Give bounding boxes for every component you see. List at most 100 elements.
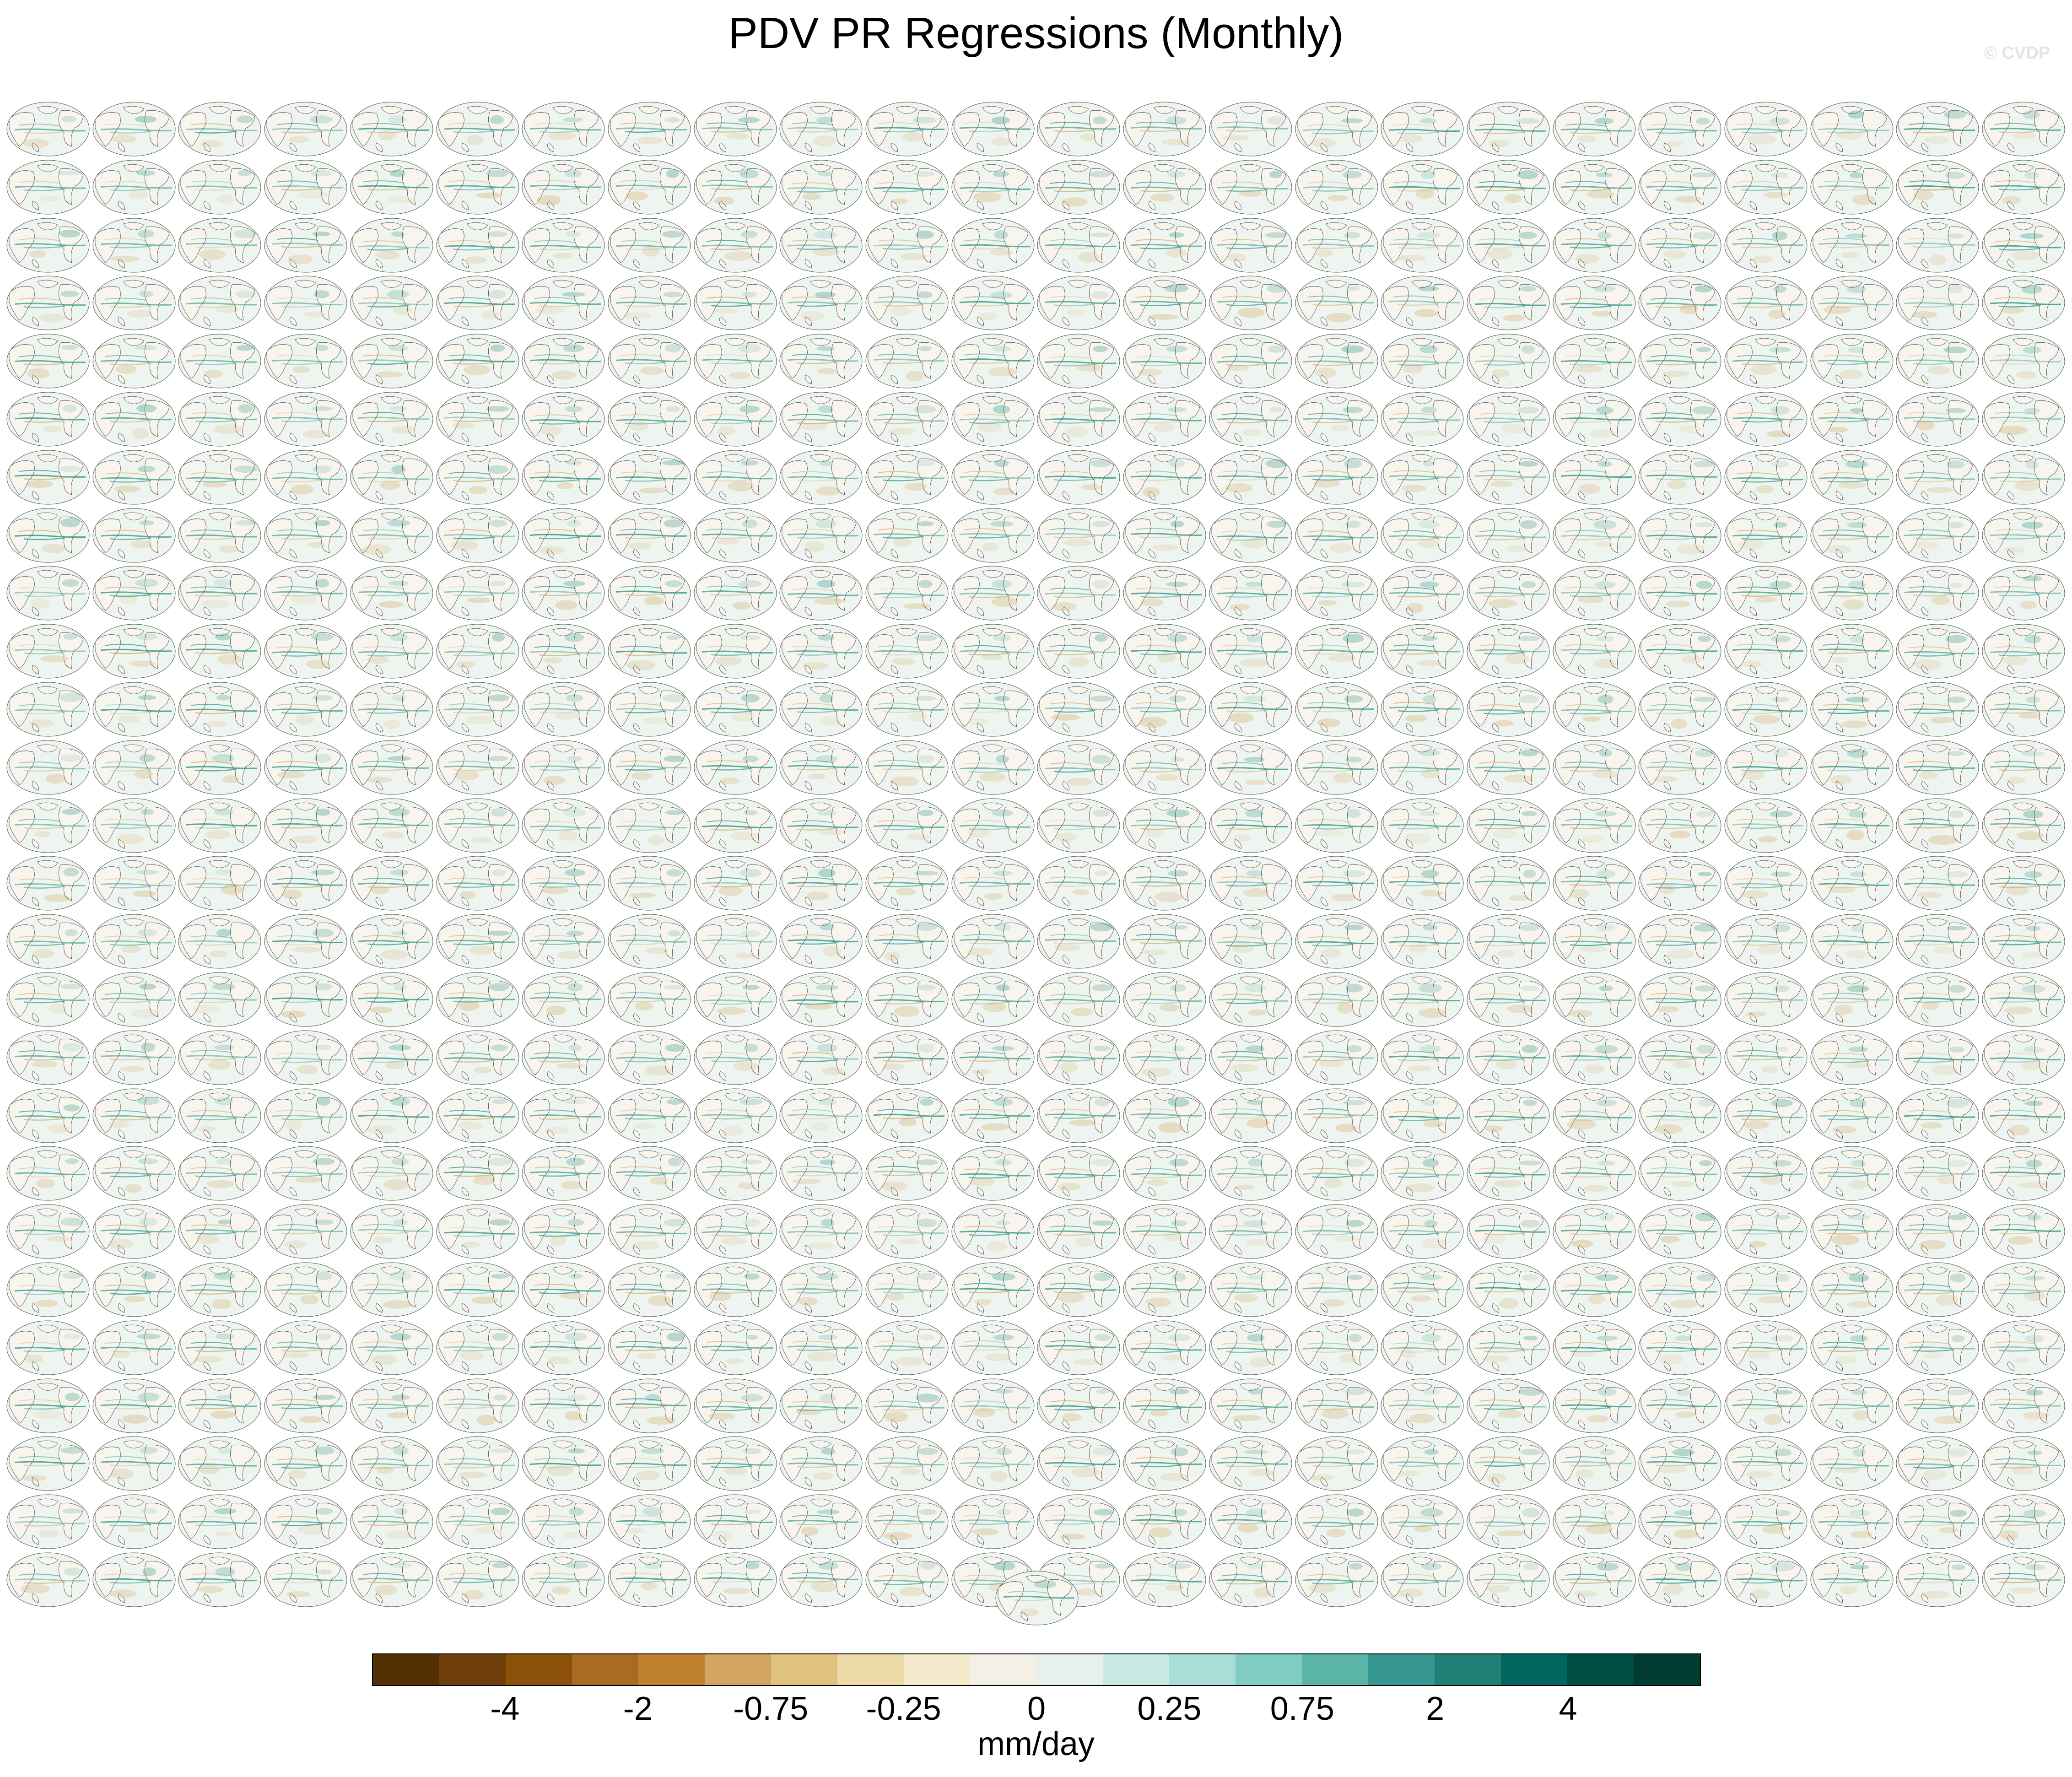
regression-map-panel (5, 1029, 91, 1086)
regression-map-panel (607, 855, 692, 912)
regression-map (1123, 1552, 1206, 1607)
regression-map (951, 334, 1035, 389)
regression-map-panel (1809, 681, 1894, 738)
regression-map (1982, 1146, 2065, 1201)
regression-map-panel (1637, 1319, 1722, 1376)
regression-map (1037, 624, 1120, 679)
regression-map (1123, 508, 1206, 563)
regression-map-panel (1895, 855, 1980, 912)
regression-map-panel (1380, 275, 1465, 331)
regression-map-panel (1723, 275, 1808, 331)
regression-map (350, 102, 433, 157)
regression-map-panel (349, 1377, 434, 1434)
regression-map (92, 682, 176, 737)
regression-map (1724, 740, 1808, 795)
regression-map-panel (1294, 275, 1379, 331)
regression-map-panel (177, 681, 262, 738)
regression-map (1724, 1088, 1808, 1143)
regression-map (92, 798, 176, 853)
colorbar-segment (1236, 1654, 1302, 1685)
regression-map-panel (1294, 797, 1379, 854)
regression-map (608, 508, 691, 563)
regression-map (951, 624, 1035, 679)
regression-map (1209, 160, 1292, 215)
regression-map (92, 856, 176, 911)
regression-map-panel (349, 855, 434, 912)
regression-map-panel (1637, 275, 1722, 331)
regression-map-panel (349, 1145, 434, 1202)
regression-map (1295, 1146, 1378, 1201)
regression-map-panel (864, 159, 950, 216)
regression-map (522, 972, 605, 1027)
regression-map (1037, 218, 1120, 273)
regression-map (264, 1146, 347, 1201)
regression-map (1123, 218, 1206, 273)
regression-map-panel (1809, 739, 1894, 796)
regression-map-panel (950, 797, 1036, 854)
regression-map (779, 102, 863, 157)
regression-map (178, 1378, 261, 1433)
regression-map (1638, 798, 1721, 853)
regression-map (1037, 972, 1120, 1027)
regression-map-panel (435, 565, 520, 621)
regression-map (1381, 1204, 1464, 1259)
regression-map-panel (1723, 971, 1808, 1028)
regression-map (6, 1436, 90, 1491)
regression-map-panel (1723, 507, 1808, 564)
regression-map (1724, 682, 1808, 737)
regression-map (779, 160, 863, 215)
regression-map (92, 392, 176, 447)
regression-map-panel (950, 681, 1036, 738)
regression-map-panel (5, 391, 91, 448)
regression-map (1810, 160, 1894, 215)
regression-map-panel (1036, 797, 1121, 854)
regression-map-panel (92, 1377, 177, 1434)
regression-map (350, 624, 433, 679)
regression-map (522, 1030, 605, 1085)
regression-map (1638, 624, 1721, 679)
regression-map-panel (521, 913, 606, 970)
regression-map-panel (607, 1319, 692, 1376)
regression-map-panel (1981, 449, 2066, 506)
regression-map (1553, 1262, 1636, 1317)
regression-map-panel (1552, 623, 1637, 680)
regression-map (522, 508, 605, 563)
regression-map (1724, 1204, 1808, 1259)
regression-map-panel (92, 1203, 177, 1260)
regression-map-panel (1981, 1377, 2066, 1434)
regression-map (522, 740, 605, 795)
regression-map (1037, 914, 1120, 969)
regression-map (1123, 1378, 1206, 1433)
regression-map-panel (950, 275, 1036, 331)
regression-map (1982, 275, 2065, 330)
regression-map-panel (435, 1261, 520, 1318)
regression-map-panel (1380, 391, 1465, 448)
regression-map (1810, 218, 1894, 273)
regression-map-panel (1208, 1435, 1293, 1492)
regression-map (1123, 102, 1206, 157)
regression-map (608, 1436, 691, 1491)
regression-map (1638, 1320, 1721, 1375)
regression-map (264, 508, 347, 563)
regression-map (779, 1088, 863, 1143)
regression-map-panel (950, 623, 1036, 680)
regression-map (865, 392, 949, 447)
regression-map-panel (1981, 565, 2066, 621)
colorbar-segment (638, 1654, 705, 1685)
regression-map-panel (1122, 913, 1207, 970)
regression-map (350, 1030, 433, 1085)
regression-map (522, 1378, 605, 1433)
regression-map (264, 914, 347, 969)
regression-map (1982, 1494, 2065, 1549)
regression-map-panel (1380, 1493, 1465, 1550)
regression-map (1810, 1552, 1894, 1607)
regression-map (436, 392, 519, 447)
regression-map-panel (950, 217, 1036, 274)
regression-map-panel (693, 971, 778, 1028)
regression-map (350, 334, 433, 389)
regression-map (1123, 1436, 1206, 1491)
regression-map (694, 160, 777, 215)
regression-map (522, 624, 605, 679)
regression-map (865, 1030, 949, 1085)
regression-map-panel (1466, 1203, 1551, 1260)
